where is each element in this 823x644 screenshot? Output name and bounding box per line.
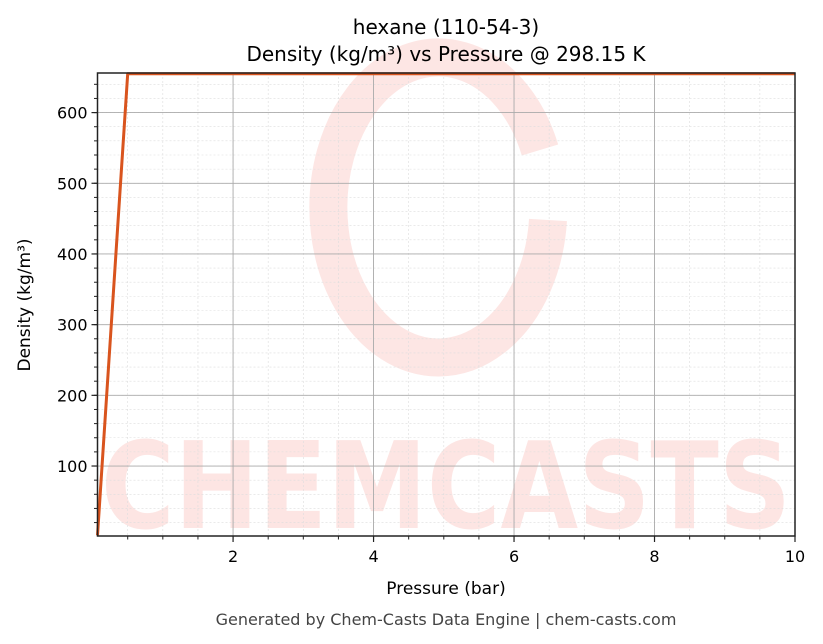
y-axis-label: Density (kg/m³) xyxy=(15,238,35,371)
x-tick-label: 6 xyxy=(509,547,519,566)
y-tick-label: 400 xyxy=(57,245,88,264)
x-tick-label: 8 xyxy=(649,547,659,566)
x-tick-label: 4 xyxy=(368,547,378,566)
chart-title: hexane (110-54-3) xyxy=(353,15,539,39)
y-tick-label: 300 xyxy=(57,316,88,335)
watermark: CHEMCASTS xyxy=(101,38,791,557)
watermark-logo xyxy=(309,38,567,377)
axes-frame xyxy=(96,72,796,537)
x-tick-label: 2 xyxy=(228,547,238,566)
y-tick-label: 600 xyxy=(57,104,88,123)
x-axis-label: Pressure (bar) xyxy=(386,579,505,599)
chart-subtitle: Density (kg/m³) vs Pressure @ 298.15 K xyxy=(246,42,646,66)
y-tick-label: 500 xyxy=(57,174,88,193)
y-tick-label: 100 xyxy=(57,457,88,476)
footer-text: Generated by Chem-Casts Data Engine | ch… xyxy=(216,610,677,629)
y-tick-label: 200 xyxy=(57,386,88,405)
watermark-text: CHEMCASTS xyxy=(101,418,791,557)
x-tick-label: 10 xyxy=(785,547,805,566)
